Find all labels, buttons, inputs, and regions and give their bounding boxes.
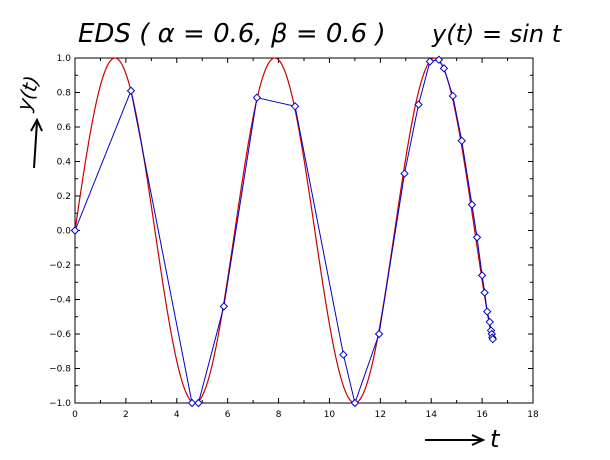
eds-point-marker: [457, 136, 466, 146]
x-tick-label: 0: [72, 410, 78, 420]
eds-point-marker: [126, 86, 136, 95]
eds-point-marker: [70, 226, 80, 235]
y-axis-arrow-icon: [30, 117, 43, 169]
y-tick-label: 0.8: [57, 89, 72, 99]
eds-point-marker: [252, 93, 262, 102]
x-tick-label: 2: [123, 410, 129, 420]
eds-point-marker: [350, 398, 360, 408]
y-axis-label: y(t): [11, 73, 44, 114]
eds-point-marker: [339, 350, 348, 359]
y-ticks: −1.0 −0.8 −0.6 −0.4 −0.2 0.0 0.2 0.4 0.6 0.8 1.0: [49, 54, 533, 409]
eds-point-marker: [482, 307, 492, 316]
eds-point-marker: [477, 271, 487, 280]
x-tick-label: 10: [324, 410, 336, 420]
y-tick-label: −1.0: [49, 399, 71, 409]
y-tick-label: −0.6: [49, 330, 71, 340]
y-tick-label: 0.0: [57, 227, 72, 237]
function-annotation: y(t) = sin t: [431, 20, 563, 48]
x-ticks: 0 2 4 6 8 10 12 14 16 18: [72, 58, 539, 420]
eds-point-marker: [472, 233, 482, 242]
y-tick-label: 0.4: [57, 158, 72, 168]
y-tick-label: −0.4: [49, 296, 71, 306]
x-tick-label: 12: [375, 410, 386, 420]
y-tick-label: 0.6: [57, 123, 72, 133]
eds-point-marker: [439, 64, 449, 73]
eds-point-marker: [448, 91, 458, 101]
eds-point-marker: [194, 398, 203, 408]
eds-point-marker: [434, 55, 444, 64]
eds-point-marker: [480, 288, 489, 297]
x-axis-label: t: [490, 425, 501, 453]
eds-point-marker: [425, 57, 435, 66]
eds-point-marker: [374, 329, 384, 339]
eds-point-marker: [290, 102, 300, 111]
eds-point-marker: [467, 200, 477, 209]
series-sin-line: [74, 57, 493, 404]
eds-point-marker: [187, 398, 197, 408]
y-tick-label: 1.0: [57, 54, 72, 64]
eds-point-marker: [488, 334, 498, 344]
x-tick-label: 14: [425, 410, 437, 420]
y-tick-label: −0.8: [49, 365, 71, 375]
x-tick-label: 8: [276, 410, 282, 420]
x-axis-arrow-icon: [425, 434, 486, 446]
y-tick-label: 0.2: [57, 192, 71, 202]
x-tick-label: 6: [225, 410, 231, 420]
x-tick-label: 16: [476, 410, 488, 420]
plot-area: [74, 57, 534, 404]
x-tick-label: 18: [527, 410, 539, 420]
eds-point-marker: [219, 302, 229, 311]
eds-point-marker: [485, 317, 494, 327]
eds-point-marker: [400, 169, 409, 178]
x-tick-label: 4: [174, 410, 180, 420]
eds-point-marker: [414, 100, 423, 109]
series-layer: [70, 55, 498, 408]
series-eds-line: [74, 59, 494, 405]
chart-title: EDS ( α = 0.6, β = 0.6 ): [78, 19, 386, 49]
y-tick-label: −0.2: [49, 261, 71, 271]
